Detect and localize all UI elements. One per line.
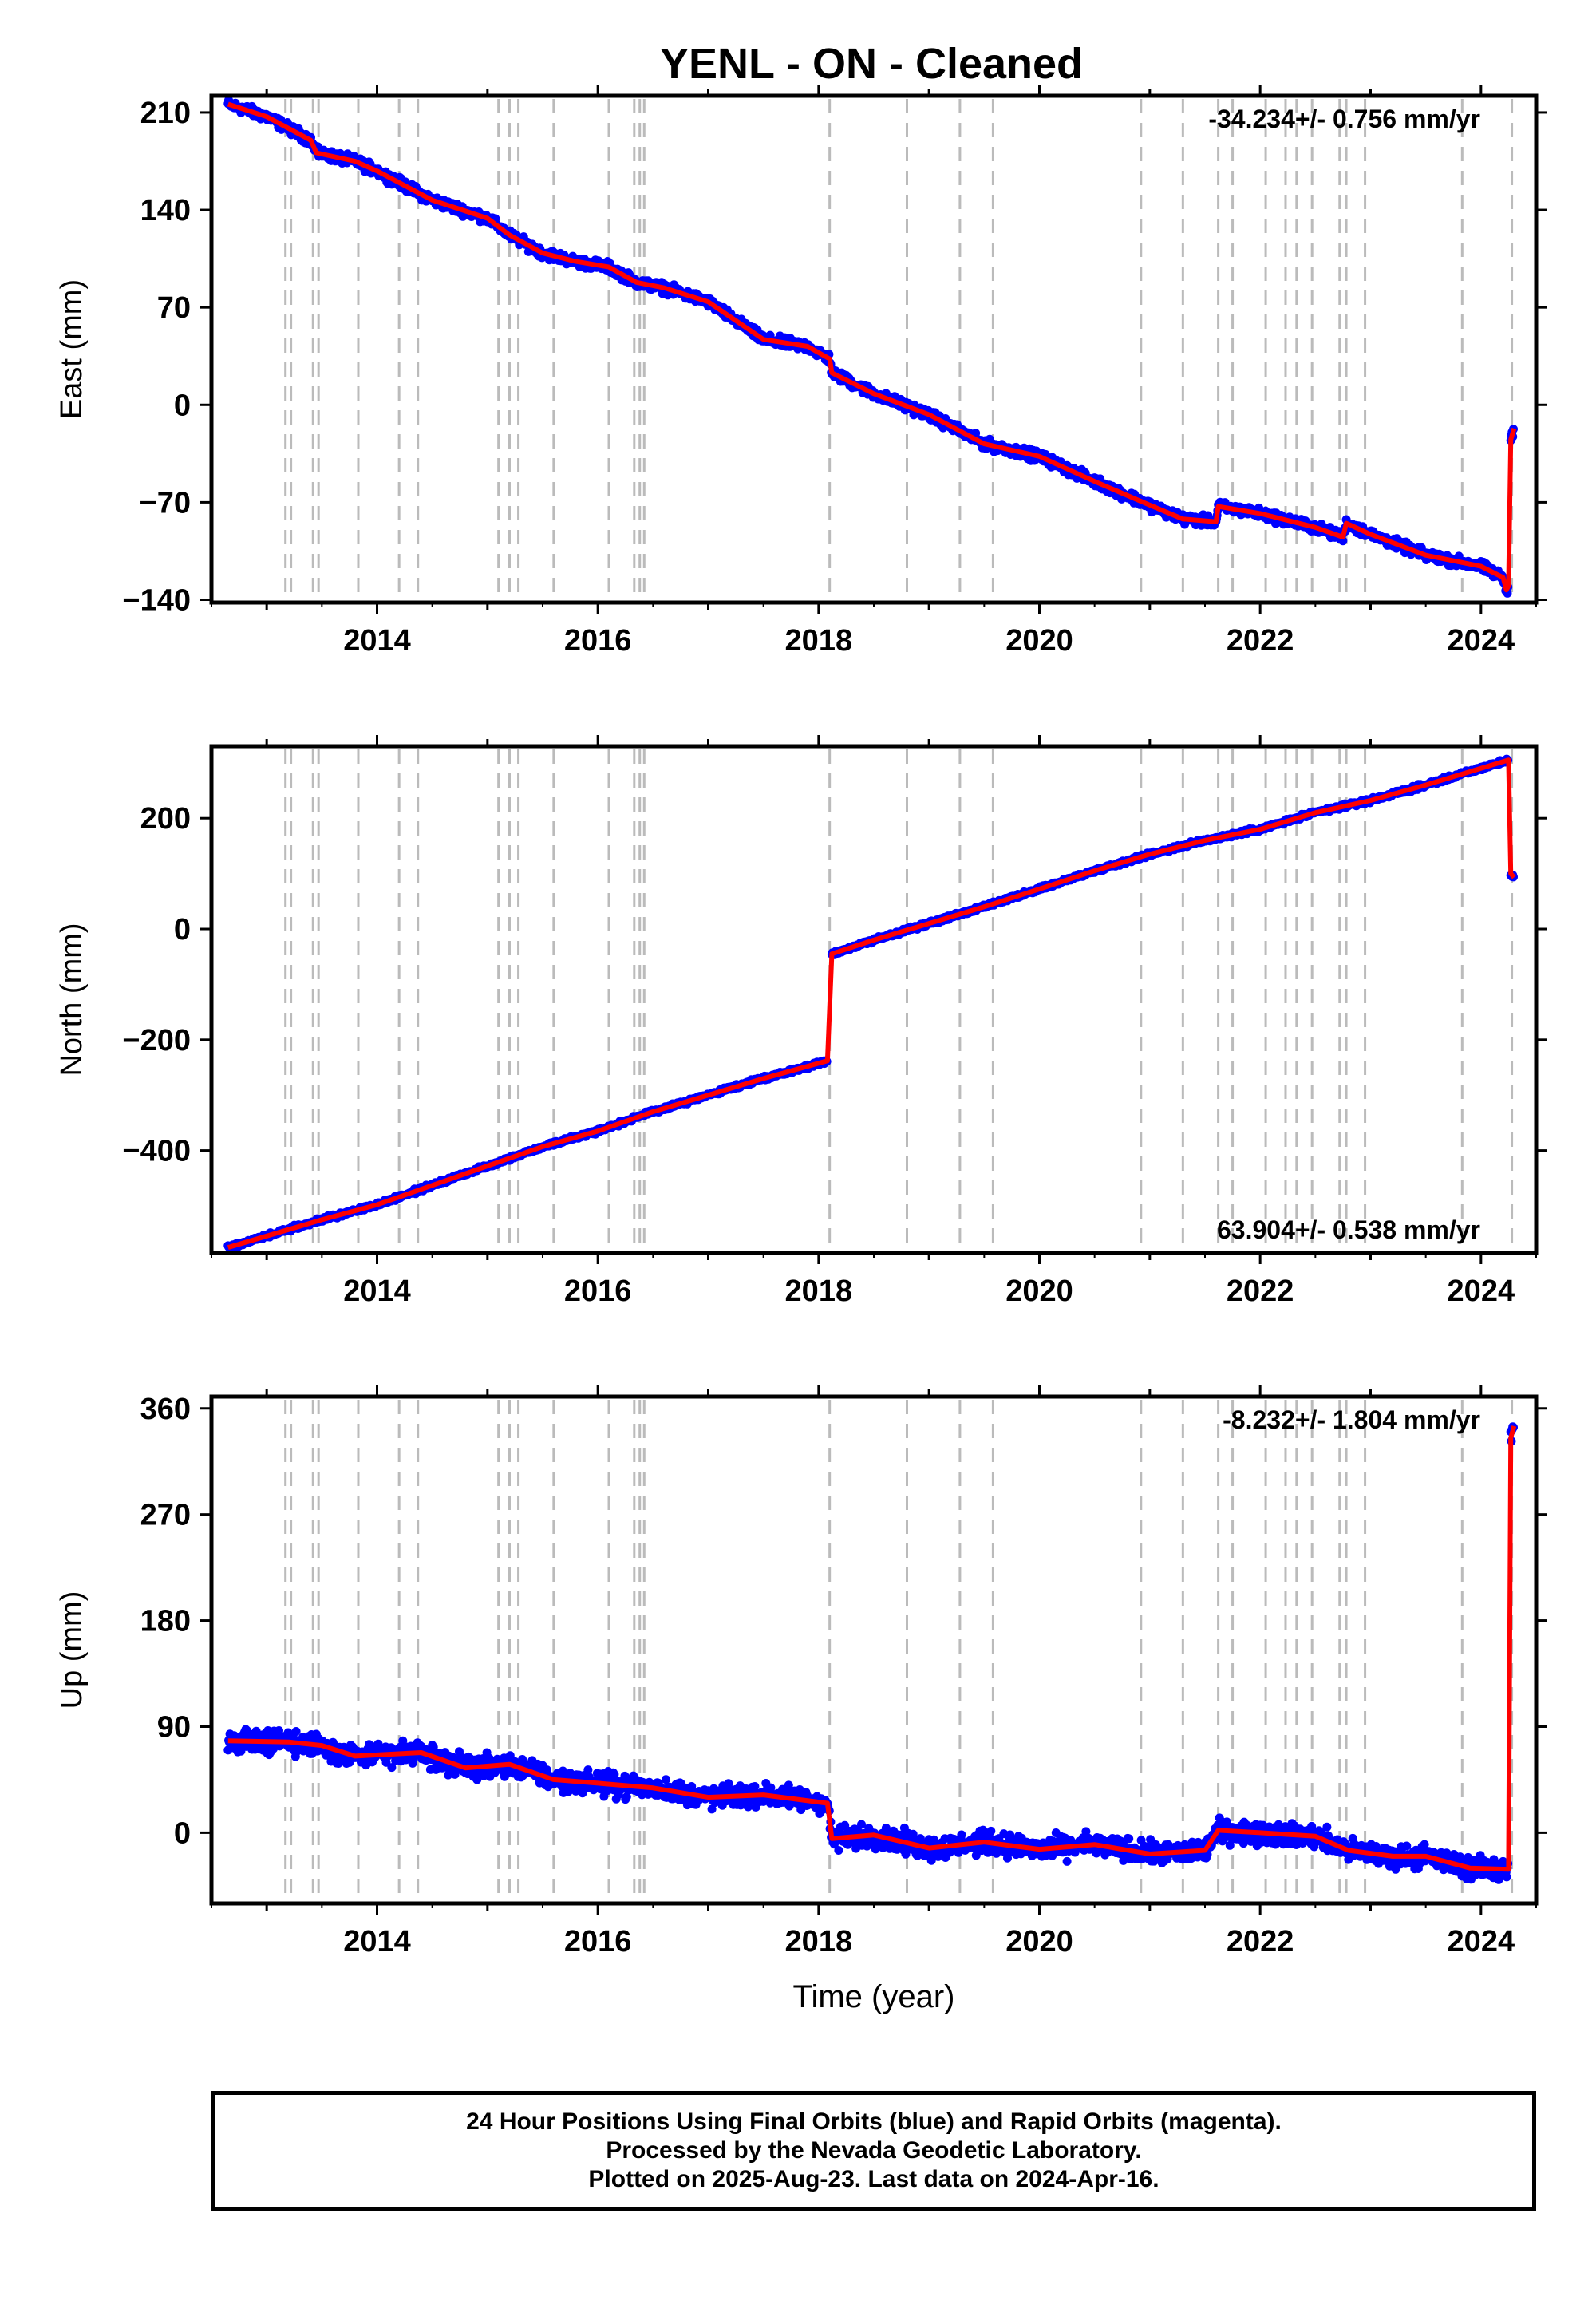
model-line — [227, 757, 1516, 1250]
panel-2: 2014 2016 2018 2020 2022 2024 200 0 −200 −400 Nort… — [55, 735, 1547, 1308]
x-tick-label: 2020 — [1005, 1275, 1073, 1308]
y-tick-label: 140 — [140, 194, 191, 227]
figure-title: YENL - ON - Cleaned — [660, 40, 1083, 88]
x-tick-label: 2024 — [1448, 624, 1515, 658]
y-axis-label: North (mm) — [55, 923, 89, 1076]
y-tick-label: −70 — [140, 486, 191, 520]
x-tick-label: 2018 — [785, 1275, 853, 1308]
rate-label: -34.234+/- 0.756 mm/yr — [1208, 105, 1480, 133]
data-point — [291, 1727, 301, 1736]
y-tick-label: −140 — [122, 584, 191, 618]
rate-label: 63.904+/- 0.538 mm/yr — [1217, 1215, 1480, 1244]
model-line — [227, 101, 1517, 593]
x-tick-label: 2014 — [343, 624, 411, 658]
x-tick-label: 2024 — [1448, 1275, 1515, 1308]
x-tick-label: 2014 — [343, 1275, 411, 1308]
x-tick-label: 2016 — [564, 624, 632, 658]
panel-1: 2014 2016 2018 2020 2022 2024 210 140 70 0 −70 −140… — [55, 85, 1547, 658]
y-tick-label: −400 — [122, 1135, 191, 1168]
y-tick-label: 0 — [174, 389, 191, 422]
y-tick-label: 70 — [157, 291, 191, 325]
y-tick-label: 200 — [140, 802, 191, 836]
x-tick-label: 2016 — [564, 1275, 632, 1308]
plot-frame — [209, 744, 1539, 1255]
y-tick-label: 0 — [174, 913, 191, 947]
y-tick-label: 210 — [140, 97, 191, 130]
x-tick-label: 2018 — [785, 624, 853, 658]
x-tick-label: 2020 — [1005, 624, 1073, 658]
x-tick-label: 2022 — [1227, 1275, 1294, 1308]
x-tick-label: 2022 — [1227, 624, 1294, 658]
y-tick-label: −200 — [122, 1024, 191, 1057]
y-axis-label: East (mm) — [55, 279, 89, 419]
